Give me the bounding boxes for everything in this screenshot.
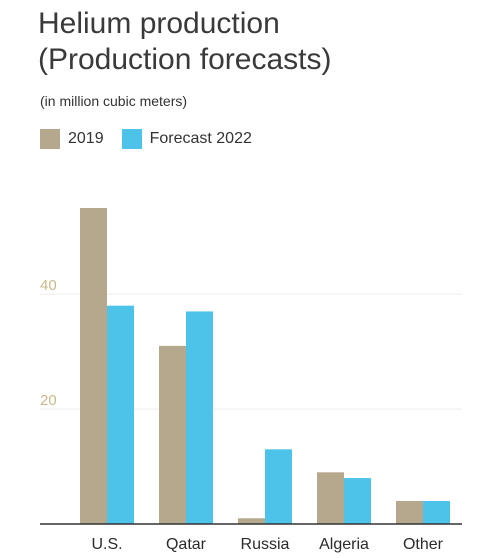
x-category-label-qatar: Qatar [166, 536, 207, 553]
bar-qatar-forecast-2022 [186, 311, 213, 524]
legend: 2019 Forecast 2022 [40, 129, 270, 149]
legend-item-2019: 2019 [40, 129, 104, 149]
legend-item-forecast-2022: Forecast 2022 [121, 129, 252, 149]
bar-other-forecast-2022 [423, 501, 450, 524]
x-category-label-us: U.S. [91, 536, 122, 553]
bar-us-forecast-2022 [107, 305, 134, 524]
bar-russia-forecast-2022 [265, 449, 292, 524]
bar-russia-2019 [238, 518, 265, 524]
legend-label-2019: 2019 [68, 130, 104, 147]
chart-title: Helium production (Production forecasts) [38, 6, 331, 78]
bar-algeria-2019 [317, 472, 344, 524]
legend-swatch-forecast-2022 [121, 129, 142, 149]
legend-swatch-2019 [40, 129, 60, 149]
x-category-label-other: Other [403, 536, 444, 553]
bar-us-2019 [80, 208, 107, 524]
bar-other-2019 [396, 501, 423, 524]
bar-algeria-forecast-2022 [344, 478, 371, 524]
x-category-label-algeria: Algeria [319, 536, 369, 553]
y-tick-label-20: 20 [40, 392, 57, 409]
x-category-label-russia: Russia [241, 536, 290, 553]
bar-qatar-2019 [159, 345, 186, 524]
title-line-1: Helium production [38, 7, 280, 40]
legend-label-forecast-2022: Forecast 2022 [149, 130, 252, 147]
y-tick-label-40: 40 [40, 277, 57, 294]
chart-subtitle: (in million cubic meters) [40, 93, 188, 109]
title-line-2: (Production forecasts) [38, 43, 332, 76]
